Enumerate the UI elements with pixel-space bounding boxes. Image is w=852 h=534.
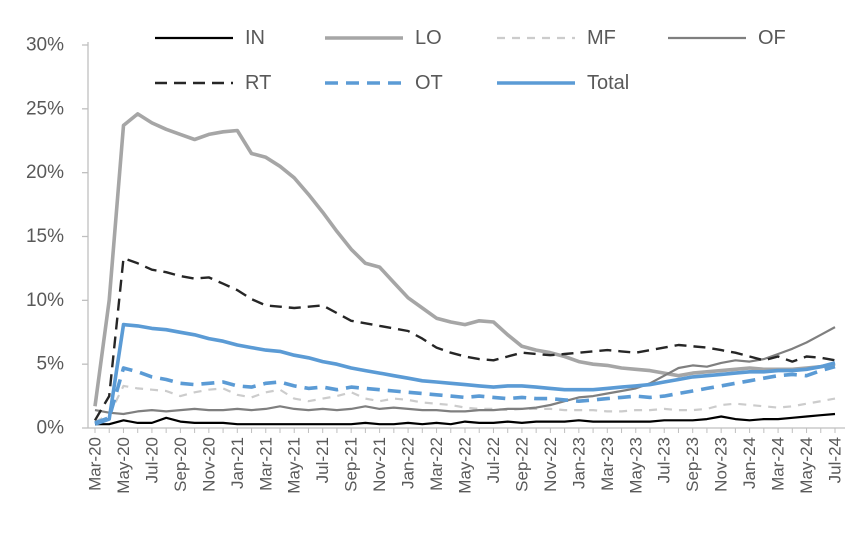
x-axis-label: May-20 [114, 437, 133, 494]
y-axis-label: 15% [26, 226, 64, 247]
x-axis-label: Mar-24 [769, 437, 788, 491]
legend-item-in: IN [155, 27, 265, 49]
x-axis-label: Nov-20 [199, 437, 218, 492]
x-axis-label: Mar-20 [86, 437, 105, 491]
x-axis-label: Nov-22 [541, 437, 560, 492]
x-axis-label: Sep-20 [171, 437, 190, 492]
x-axis-label: Jan-22 [399, 437, 418, 489]
legend-label-lo: LO [415, 27, 442, 49]
series-line-total [94, 322, 836, 426]
x-axis-label: Mar-22 [427, 437, 446, 491]
legend-label-mf: MF [587, 27, 616, 49]
x-axis-label: May-21 [285, 437, 304, 494]
x-axis-label: May-23 [626, 437, 645, 494]
x-axis-label: Jan-23 [569, 437, 588, 489]
legend-label-of: OF [758, 27, 786, 49]
legend-item-lo: LO [325, 27, 442, 49]
x-axis-label: Jul-21 [313, 437, 332, 483]
y-axis-label: 30% [26, 35, 64, 56]
legend-item-mf: MF [497, 27, 616, 49]
x-axis-label: Sep-22 [512, 437, 531, 492]
series-line-of [94, 326, 836, 416]
y-axis-label: 0% [37, 418, 65, 439]
x-axis-label: Nov-23 [712, 437, 731, 492]
x-axis-label: Mar-23 [598, 437, 617, 491]
series-line-ot [94, 364, 836, 425]
legend-item-total: Total [497, 72, 629, 94]
x-axis-label: Jul-23 [655, 437, 674, 483]
x-axis-label: Mar-21 [256, 437, 275, 491]
x-axis-label: Jul-22 [484, 437, 503, 483]
y-axis-label: 20% [26, 162, 64, 183]
legend-item-of: OF [668, 27, 786, 49]
y-axis-label: 10% [26, 290, 64, 311]
x-axis-label: Sep-23 [683, 437, 702, 492]
series-line-mf [94, 384, 836, 423]
y-axis-label: 25% [26, 98, 64, 119]
x-axis-label: Jan-21 [228, 437, 247, 489]
legend-label-rt: RT [245, 72, 271, 94]
legend-label-in: IN [245, 27, 265, 49]
y-axis-label: 5% [37, 354, 65, 375]
legend-item-ot: OT [325, 72, 443, 94]
x-axis-label: May-24 [797, 437, 816, 494]
x-axis-label: Jan-24 [740, 437, 759, 489]
legend-item-rt: RT [155, 72, 271, 94]
legend-label-ot: OT [415, 72, 443, 94]
series-line-lo [93, 112, 836, 407]
x-axis-label: Jul-24 [826, 437, 845, 483]
x-axis-label: Jul-20 [142, 437, 161, 483]
x-axis-label: May-22 [456, 437, 475, 494]
x-axis-label: Sep-21 [342, 437, 361, 492]
series-line-in [95, 412, 836, 426]
legend-label-total: Total [587, 72, 629, 94]
x-axis-label: Nov-21 [370, 437, 389, 492]
